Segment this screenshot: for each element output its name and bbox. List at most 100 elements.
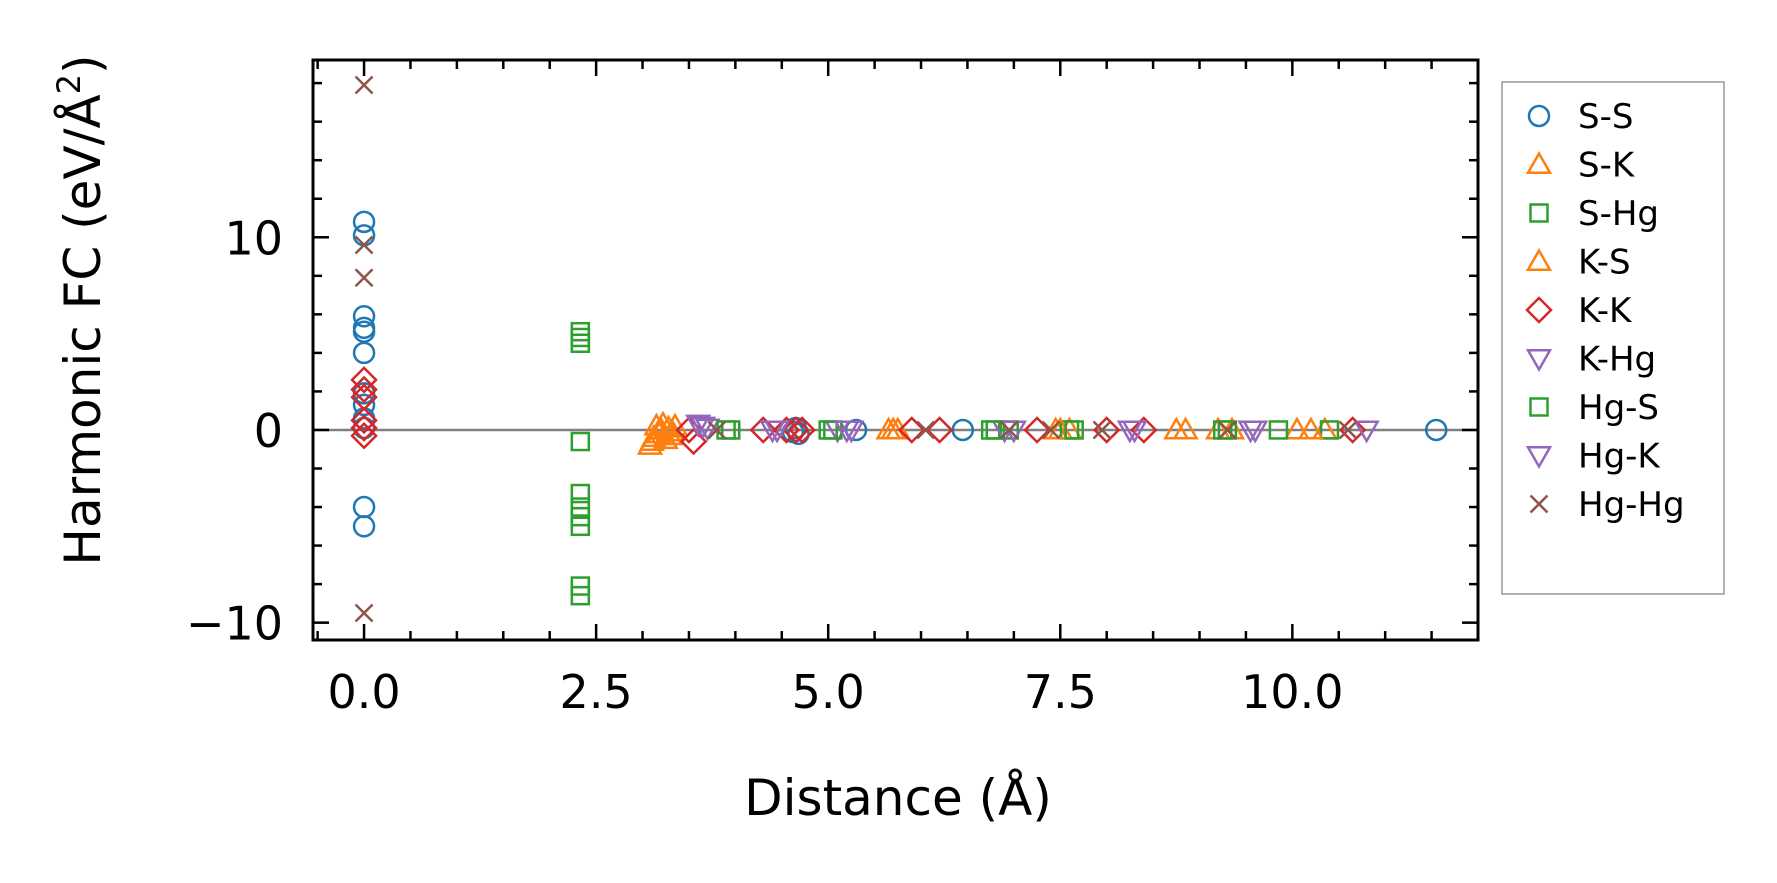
data-point (352, 210, 376, 234)
x-axis-label: Distance (Å) (744, 769, 1052, 827)
legend-label: S-Hg (1578, 194, 1659, 234)
data-point (647, 416, 675, 440)
legend-marker (1529, 397, 1549, 417)
data-point (685, 414, 712, 438)
legend-marker (1525, 349, 1553, 373)
data-point (350, 406, 378, 435)
data-point (657, 422, 684, 446)
legend-label: Hg-S (1578, 388, 1659, 428)
axis-ticks (313, 60, 1480, 640)
legend-marker (1525, 150, 1553, 174)
data-point (352, 495, 376, 519)
data-point (1338, 420, 1358, 440)
data-point (352, 382, 376, 405)
data-point (638, 428, 665, 452)
y-axis-label-close: ) (54, 54, 112, 74)
legend-label: Hg-K (1578, 437, 1661, 477)
legend-marker (1525, 296, 1553, 324)
data-point (352, 224, 376, 247)
data-point (749, 416, 777, 444)
y-axis-label-main: Harmonic FC (eV/Å (54, 94, 112, 565)
data-point (1353, 420, 1380, 444)
data-point (1023, 416, 1051, 444)
data-point (1041, 420, 1061, 440)
legend-label: K-S (1578, 243, 1631, 283)
data-markers (350, 75, 1448, 623)
series-s-s (352, 210, 1448, 538)
plot-area (311, 58, 1480, 642)
data-point (1172, 416, 1199, 440)
y-tick-label: −10 (186, 597, 283, 651)
data-point (352, 341, 376, 365)
data-point (689, 416, 717, 440)
data-point (643, 412, 670, 436)
legend-label: K-Hg (1578, 340, 1656, 380)
legend-item: Hg-K (1525, 437, 1661, 477)
legend-marker (1529, 494, 1549, 514)
legend: S-S S-K S-Hg K-S K-K K-Hg Hg-S Hg-K Hg-Hg (1501, 81, 1725, 595)
x-tick-label: 2.5 (560, 665, 633, 719)
data-point (925, 416, 954, 444)
x-tick-labels: 0.0 2.5 5.0 7.5 10.0 (327, 665, 1343, 719)
data-point (354, 235, 374, 255)
legend-item: Hg-Hg (1529, 485, 1685, 525)
data-point (1268, 420, 1289, 440)
legend-label: S-S (1578, 97, 1633, 137)
legend-label: K-K (1578, 291, 1633, 331)
data-point (350, 414, 378, 442)
data-point (1130, 416, 1158, 444)
legend-label: S-K (1578, 146, 1636, 186)
x-tick-label: 10.0 (1241, 665, 1343, 719)
legend-box (1501, 81, 1725, 595)
data-point (985, 420, 1006, 440)
data-point (1319, 420, 1340, 440)
series-s-hg (570, 321, 1340, 606)
data-point (1237, 420, 1264, 444)
data-point (916, 420, 936, 440)
data-point (707, 420, 727, 440)
data-point (1283, 416, 1311, 440)
data-point (1092, 420, 1112, 440)
x-tick-label: 0.0 (327, 665, 400, 719)
plot-frame (311, 58, 1480, 642)
legend-item: S-S (1527, 97, 1633, 137)
data-point (354, 75, 374, 95)
data-point (350, 421, 378, 450)
data-point (570, 585, 591, 606)
data-point (880, 416, 907, 440)
data-point (1217, 420, 1238, 440)
y-tick-labels: −10 0 10 (186, 211, 283, 650)
data-point (1424, 418, 1448, 442)
data-point (570, 327, 591, 348)
y-axis-label: Harmonic FC (eV/Å2) (50, 54, 112, 565)
data-point (570, 333, 591, 354)
data-point (897, 416, 926, 444)
legend-item: S-K (1525, 146, 1636, 186)
legend-item: K-K (1525, 291, 1633, 331)
data-point (781, 416, 810, 444)
data-point (1116, 420, 1144, 444)
data-point (1217, 420, 1237, 440)
y-tick-label: 0 (254, 404, 283, 458)
data-point (354, 268, 374, 288)
data-point (655, 414, 682, 438)
data-point (570, 431, 591, 452)
data-point (570, 321, 591, 342)
data-point (1064, 420, 1084, 440)
data-point (694, 418, 721, 442)
y-axis-label-superscript: 2 (50, 74, 88, 94)
legend-marker (1525, 446, 1553, 470)
data-point (570, 483, 591, 504)
data-point (350, 375, 378, 404)
legend-label: Hg-Hg (1578, 485, 1685, 525)
data-point (679, 427, 708, 456)
x-tick-label: 5.0 (792, 665, 865, 719)
y-tick-label: 10 (224, 211, 283, 265)
data-point (352, 515, 376, 538)
data-point (354, 603, 374, 623)
legend-marker (1529, 203, 1549, 223)
series-hg-hg (354, 75, 1358, 623)
data-point (352, 305, 376, 328)
data-point (999, 420, 1019, 440)
